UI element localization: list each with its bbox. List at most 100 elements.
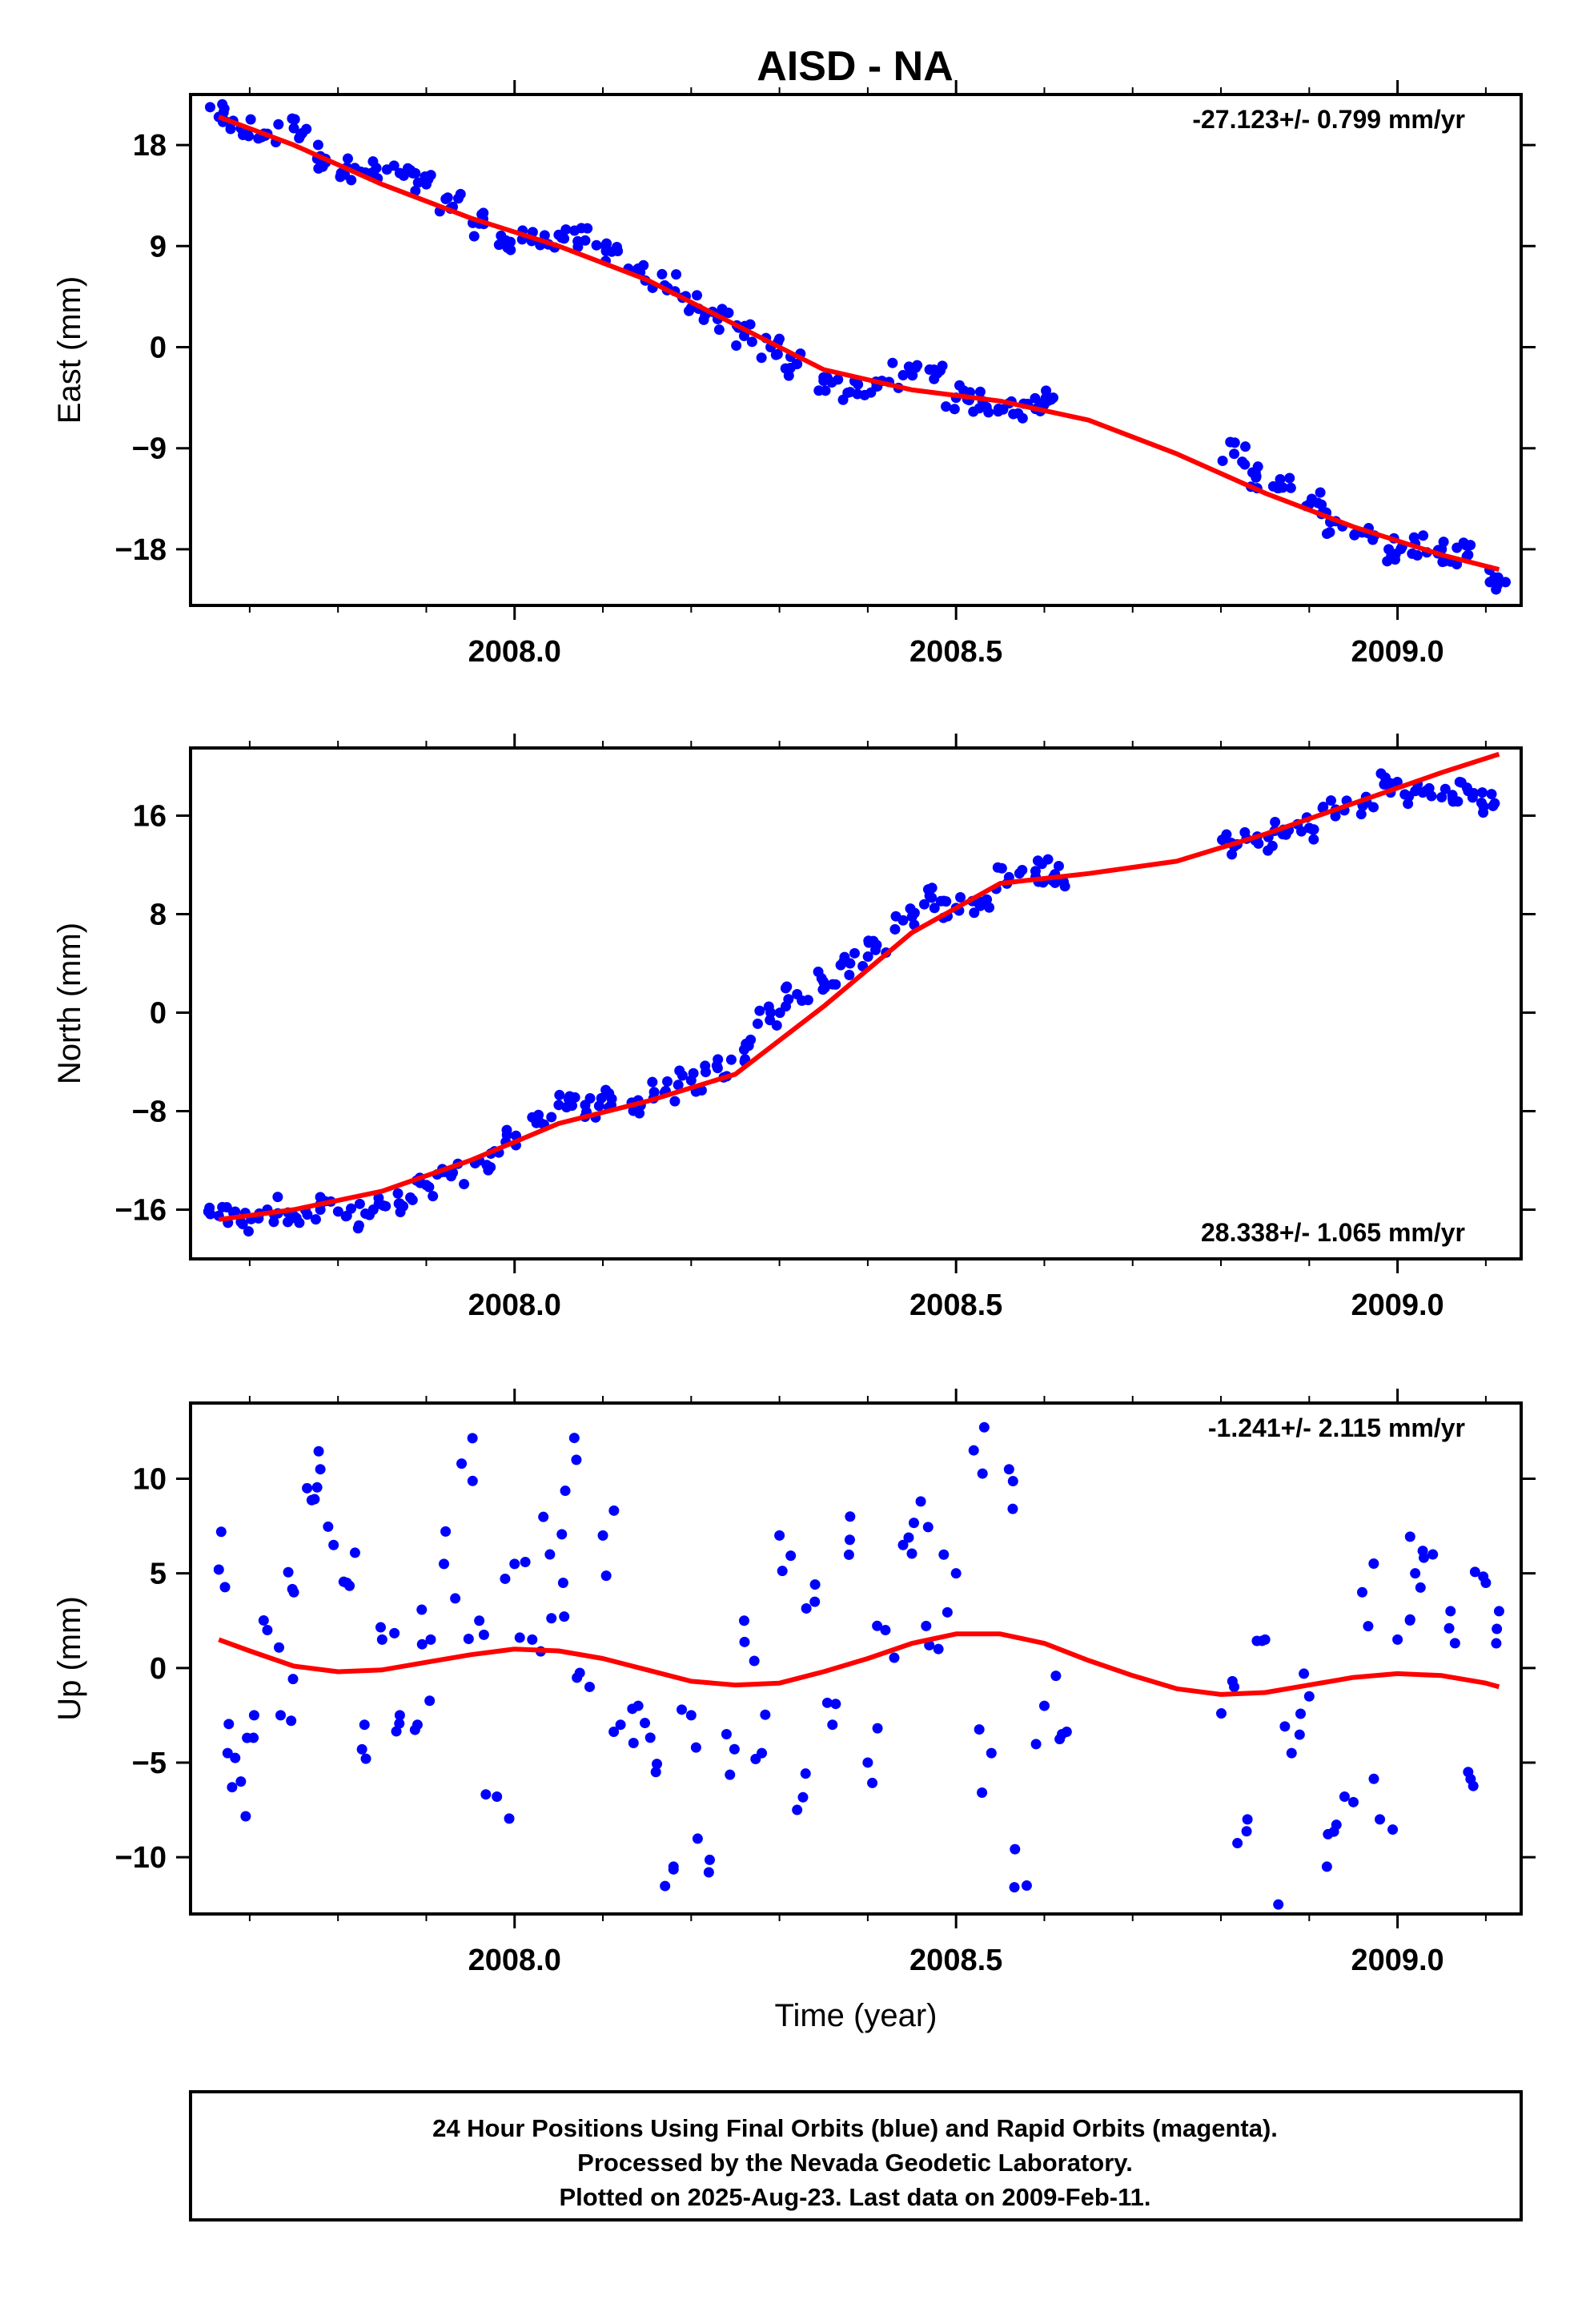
data-point — [977, 1787, 988, 1799]
data-point — [1229, 448, 1240, 460]
data-point — [813, 385, 825, 396]
data-point — [582, 223, 593, 234]
data-point — [416, 1604, 428, 1615]
data-point — [688, 1068, 699, 1079]
data-point — [933, 1643, 944, 1655]
data-point — [890, 911, 901, 922]
data-point — [1356, 1586, 1367, 1598]
data-point — [1017, 864, 1028, 875]
data-point — [1403, 798, 1414, 810]
data-point — [889, 923, 901, 935]
data-point — [843, 1549, 854, 1560]
data-point — [1476, 787, 1488, 798]
data-point — [217, 1201, 228, 1212]
data-point — [230, 1206, 241, 1217]
data-point — [1439, 783, 1451, 794]
data-point — [763, 1001, 774, 1012]
data-point — [559, 1611, 570, 1622]
data-point — [632, 1700, 644, 1711]
data-point — [287, 1583, 298, 1594]
data-point — [1330, 810, 1341, 822]
data-point — [359, 1719, 370, 1731]
data-point — [1053, 860, 1064, 871]
data-point — [356, 1743, 367, 1755]
data-point — [546, 1112, 557, 1123]
model-curve — [218, 115, 1500, 573]
data-point — [323, 1521, 334, 1532]
data-point — [986, 1747, 997, 1759]
data-point — [496, 230, 507, 241]
data-point — [282, 1216, 293, 1228]
y-tick-label: 5 — [150, 1558, 167, 1591]
data-point — [809, 1579, 821, 1590]
data-point — [652, 1759, 663, 1770]
data-point — [1355, 809, 1367, 820]
data-point — [340, 1211, 351, 1222]
data-point — [1492, 1623, 1503, 1634]
data-point — [1491, 584, 1502, 595]
data-point — [685, 1710, 697, 1721]
data-point — [955, 891, 966, 903]
data-point — [272, 1192, 283, 1203]
data-point — [1296, 826, 1307, 837]
data-point — [660, 1880, 671, 1892]
y-tick-label: 9 — [150, 230, 167, 263]
data-point — [554, 1089, 565, 1100]
data-point — [1227, 1675, 1238, 1687]
data-point — [1418, 530, 1429, 541]
data-point — [346, 1203, 357, 1214]
data-point — [690, 1742, 701, 1753]
data-point — [1241, 1826, 1252, 1837]
data-point — [1445, 1606, 1456, 1617]
y-tick-label: −8 — [132, 1096, 167, 1129]
data-point — [684, 305, 695, 316]
data-point — [289, 114, 300, 125]
data-point — [692, 1833, 703, 1844]
east-panel: 18 9 0 −9 −18 2008.0 2008.5 2009.0 East (mm) -27.… — [52, 80, 1536, 669]
data-point — [424, 1695, 436, 1707]
data-point — [749, 1655, 760, 1667]
data-point — [650, 1767, 661, 1778]
data-point — [827, 1719, 838, 1731]
data-point — [1379, 779, 1390, 790]
data-point — [903, 1532, 914, 1543]
data-point — [468, 231, 480, 242]
data-point — [520, 1557, 531, 1568]
data-point — [410, 167, 421, 179]
data-point — [1038, 1700, 1050, 1711]
data-point — [723, 308, 734, 319]
data-point — [1242, 1814, 1253, 1825]
data-point — [800, 1768, 811, 1779]
data-point — [628, 1737, 639, 1748]
data-point — [1017, 412, 1028, 424]
data-point — [1491, 1638, 1502, 1649]
data-point — [313, 163, 324, 174]
data-point — [505, 236, 516, 247]
data-point — [791, 359, 802, 370]
data-point — [556, 1529, 568, 1540]
data-point — [912, 360, 923, 371]
data-point — [1410, 1568, 1421, 1579]
data-point — [941, 896, 952, 907]
data-point — [969, 907, 980, 919]
data-point — [1240, 441, 1251, 452]
data-point — [918, 899, 930, 910]
data-point — [1392, 1634, 1403, 1645]
data-point — [760, 1709, 771, 1720]
data-point — [1325, 795, 1336, 806]
data-point — [420, 171, 431, 182]
footer-line-2: Processed by the Nevada Geodetic Laborat… — [577, 2149, 1133, 2177]
data-point — [1375, 1814, 1386, 1825]
data-point — [332, 1206, 343, 1217]
data-point — [739, 1636, 750, 1647]
x-tick-label: 2008.5 — [909, 1944, 1002, 1977]
data-point — [830, 979, 841, 990]
data-point — [302, 1209, 313, 1220]
data-point — [1407, 548, 1418, 559]
data-point — [1010, 1844, 1021, 1855]
data-point — [785, 1550, 797, 1562]
data-point — [1368, 802, 1379, 813]
data-point — [887, 357, 898, 368]
data-point — [746, 336, 757, 348]
